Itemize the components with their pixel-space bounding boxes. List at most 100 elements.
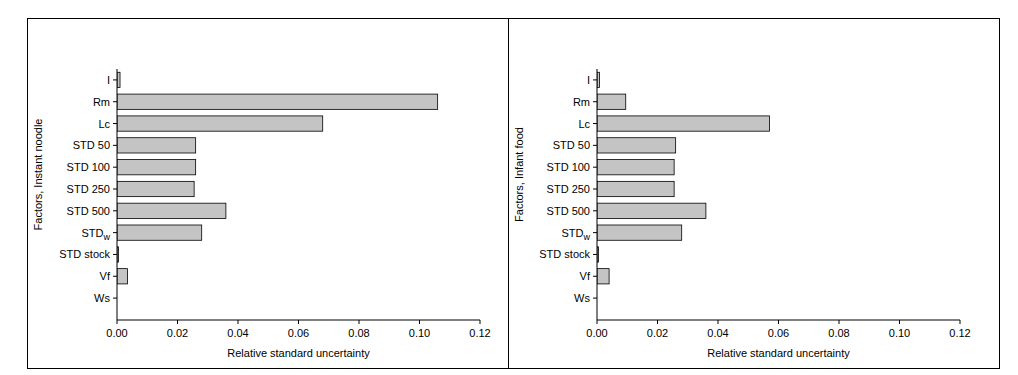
x-tick-label: 0.12 <box>469 327 490 339</box>
y-tick <box>113 167 117 168</box>
x-tick <box>899 320 900 324</box>
category-label: I <box>587 74 590 86</box>
label-subscript: w <box>103 232 111 242</box>
category-label: I <box>107 74 110 86</box>
category-label: STD 500 <box>67 205 110 217</box>
label-part: STD <box>562 227 584 239</box>
bar <box>597 116 769 131</box>
x-tick <box>718 320 719 324</box>
figure: IRmLcSTD 50STD 100STD 250STD 500STDwSTD … <box>0 0 1018 375</box>
y-tick <box>593 210 597 211</box>
category-label: Vf <box>100 270 111 282</box>
y-tick <box>113 145 117 146</box>
bar <box>117 94 438 109</box>
y-axis <box>597 69 598 320</box>
bar <box>597 269 609 284</box>
x-tick <box>117 320 118 324</box>
x-tick <box>839 320 840 324</box>
category-label: STD 250 <box>547 183 590 195</box>
category-label: STDw <box>562 227 591 242</box>
y-axis-label: Factors, Instant noodle <box>32 119 44 231</box>
bar <box>117 138 196 153</box>
x-tick-label: 0.08 <box>348 327 369 339</box>
bar <box>597 225 682 240</box>
panel-border <box>28 19 509 369</box>
x-tick <box>480 320 481 324</box>
y-tick <box>593 145 597 146</box>
category-label: STD 100 <box>67 161 110 173</box>
x-tick <box>177 320 178 324</box>
bar <box>117 181 194 196</box>
y-tick <box>593 189 597 190</box>
category-label: Ws <box>94 292 110 304</box>
bar <box>597 203 706 218</box>
y-tick <box>593 101 597 102</box>
bar <box>597 94 626 109</box>
x-tick-label: 0.02 <box>647 327 668 339</box>
x-tick <box>298 320 299 324</box>
category-label: Rm <box>573 96 590 108</box>
category-label: STD 50 <box>73 139 110 151</box>
x-tick-label: 0.00 <box>586 327 607 339</box>
label-subscript: w <box>583 232 591 242</box>
category-label: Ws <box>574 292 590 304</box>
x-axis-label: Relative standard uncertainty <box>707 347 850 359</box>
label-part: STD <box>82 227 104 239</box>
y-tick <box>113 79 117 80</box>
y-tick <box>113 276 117 277</box>
category-label: STDw <box>82 227 111 242</box>
x-tick-label: 0.00 <box>106 327 127 339</box>
x-tick <box>359 320 360 324</box>
y-tick <box>113 189 117 190</box>
bar <box>117 225 202 240</box>
x-tick-label: 0.06 <box>768 327 789 339</box>
x-tick-label: 0.12 <box>949 327 970 339</box>
category-label: STD 50 <box>553 139 590 151</box>
y-axis <box>117 69 118 320</box>
category-label: STD 500 <box>547 205 590 217</box>
bar <box>597 138 676 153</box>
category-label: STD 250 <box>67 183 110 195</box>
y-tick <box>113 123 117 124</box>
x-tick <box>960 320 961 324</box>
x-tick-label: 0.04 <box>227 327 248 339</box>
bar <box>117 116 323 131</box>
bar <box>117 203 226 218</box>
y-tick <box>113 254 117 255</box>
x-tick-label: 0.10 <box>889 327 910 339</box>
panel: I Rm Lc STD 50 STD 100 STD 250 STD 500 STDw STD … <box>28 19 509 369</box>
category-label: Lc <box>98 118 110 130</box>
y-tick <box>593 167 597 168</box>
panel: I Rm Lc STD 50 STD 100 STD 250 STD 500 STDw STD … <box>509 19 1000 369</box>
x-tick <box>657 320 658 324</box>
y-tick <box>113 298 117 299</box>
y-tick <box>593 123 597 124</box>
y-tick <box>113 101 117 102</box>
y-tick <box>593 79 597 80</box>
y-tick <box>113 232 117 233</box>
y-tick <box>593 254 597 255</box>
x-tick <box>597 320 598 324</box>
bars <box>597 72 769 284</box>
category-label: Lc <box>578 118 590 130</box>
category-label: STD stock <box>539 248 590 260</box>
x-axis-label: Relative standard uncertainty <box>227 347 370 359</box>
category-label: Rm <box>93 96 110 108</box>
y-tick <box>593 298 597 299</box>
x-tick-label: 0.08 <box>828 327 849 339</box>
bar <box>117 269 128 284</box>
category-label: Vf <box>580 270 591 282</box>
x-tick-label: 0.06 <box>288 327 309 339</box>
bar <box>597 160 674 175</box>
bars <box>117 72 438 284</box>
y-axis-label: Factors, Infant food <box>513 127 525 222</box>
x-tick <box>238 320 239 324</box>
panel-border <box>509 19 1000 369</box>
bar <box>597 181 674 196</box>
bar <box>117 160 196 175</box>
category-label: STD stock <box>59 248 110 260</box>
y-tick <box>593 232 597 233</box>
x-tick <box>778 320 779 324</box>
x-tick-label: 0.02 <box>167 327 188 339</box>
category-label: STD 100 <box>547 161 590 173</box>
